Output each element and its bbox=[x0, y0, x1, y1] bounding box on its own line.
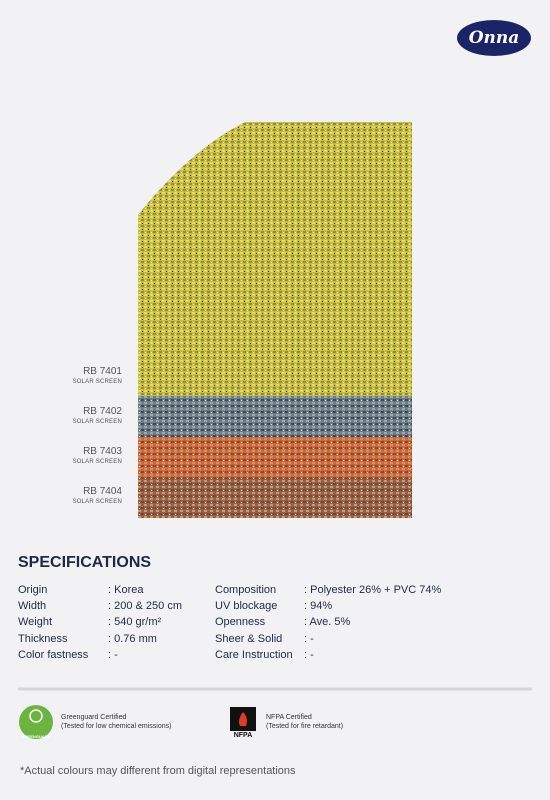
swatch-blue bbox=[138, 396, 412, 437]
swatch-code: RB 7403 bbox=[83, 446, 122, 457]
swatch-code: RB 7401 bbox=[83, 366, 122, 377]
spec-value: : Ave. 5% bbox=[304, 616, 351, 629]
nfpa-flame bbox=[239, 712, 247, 726]
spec-value: : Korea bbox=[108, 584, 144, 596]
swatch-orange bbox=[138, 437, 412, 478]
swatch-code: RB 7402 bbox=[83, 406, 122, 417]
spec-label: Color fastness bbox=[18, 648, 89, 661]
cert-note: (Tested for low chemical emissions) bbox=[61, 723, 172, 730]
logo-badge bbox=[457, 20, 531, 56]
spec-label: UV blockage bbox=[215, 600, 278, 613]
spec-value: : 200 & 250 cm bbox=[108, 600, 182, 613]
spec-label: Openness bbox=[215, 616, 266, 629]
cert-badge: NFPA bbox=[233, 732, 253, 739]
spec-label: Composition bbox=[215, 584, 277, 596]
cert-badge: GREENGUARD bbox=[21, 734, 51, 739]
greenguard-leaf bbox=[29, 709, 43, 723]
spec-label: Weight bbox=[18, 616, 53, 629]
swatch-yellow bbox=[138, 122, 412, 396]
spec-label: Thickness bbox=[18, 632, 68, 645]
footnote: *Actual colours may different from digit… bbox=[20, 765, 296, 777]
logo: Onna bbox=[468, 28, 520, 48]
cert-name: NFPA Certified bbox=[266, 714, 312, 721]
spec-label: Sheer & Solid bbox=[215, 632, 283, 645]
swatch-type: SOLAR SCREEN bbox=[72, 419, 122, 425]
swatch-type: SOLAR SCREEN bbox=[72, 379, 122, 385]
swatch-type: SOLAR SCREEN bbox=[72, 499, 122, 505]
spec-value: : 540 gr/m² bbox=[108, 616, 162, 629]
spec-label: Origin bbox=[18, 584, 48, 596]
cert-name: Greenguard Certified bbox=[61, 714, 127, 721]
spec-value: : - bbox=[304, 648, 314, 661]
spec-label: Width bbox=[18, 600, 47, 613]
spec-label: Care Instruction bbox=[215, 648, 293, 661]
cert-note: (Tested for fire retardant) bbox=[266, 723, 344, 730]
spec-value: : Polyester 26% + PVC 74% bbox=[304, 584, 442, 596]
specs-title: SPECIFICATIONS bbox=[18, 554, 152, 571]
spec-value: : 94% bbox=[304, 600, 333, 613]
spec-value: : - bbox=[304, 632, 314, 645]
swatch-code: RB 7404 bbox=[83, 486, 122, 497]
spec-value: : 0.76 mm bbox=[108, 632, 157, 645]
swatch-multi bbox=[138, 478, 412, 518]
swatch-type: SOLAR SCREEN bbox=[72, 459, 122, 465]
spec-value: : - bbox=[108, 648, 118, 661]
